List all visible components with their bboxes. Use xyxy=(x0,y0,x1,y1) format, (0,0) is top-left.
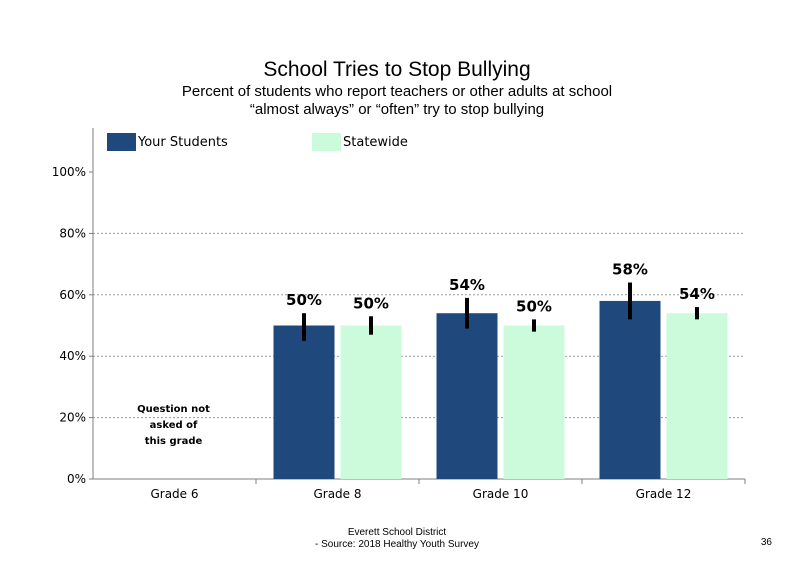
data-label: 58% xyxy=(612,261,648,279)
annotation-line: asked of xyxy=(150,420,198,431)
data-label: 54% xyxy=(449,276,485,294)
bar-your-students xyxy=(436,313,498,479)
y-tick-label: 60% xyxy=(59,288,86,302)
footer-source: - Source: 2018 Healthy Youth Survey xyxy=(315,539,479,550)
legend-swatch-your-students xyxy=(107,133,136,151)
footer-district: Everett School District xyxy=(347,527,447,538)
bar-your-students xyxy=(273,325,335,479)
chart-subtitle-line2: “almost always” or “often” try to stop b… xyxy=(249,101,545,118)
page-number: 36 xyxy=(760,537,772,548)
data-label: 50% xyxy=(516,297,552,315)
x-tick-label: Grade 10 xyxy=(473,487,529,501)
x-tick-label: Grade 12 xyxy=(636,487,692,501)
x-tick-label: Grade 8 xyxy=(313,487,361,501)
y-tick-label: 100% xyxy=(52,165,86,179)
bar-statewide xyxy=(340,325,402,479)
legend-item-your-students: Your Students xyxy=(107,133,228,151)
chart-title: School Tries to Stop Bullying xyxy=(263,58,531,81)
data-label: 54% xyxy=(679,285,715,303)
data-label: 50% xyxy=(353,294,389,312)
legend-swatch-statewide xyxy=(312,133,341,151)
bar-your-students xyxy=(599,300,661,479)
y-tick-label: 80% xyxy=(59,226,86,240)
annotation-line: Question not xyxy=(137,404,210,415)
x-tick-label: Grade 6 xyxy=(150,487,198,501)
y-tick-label: 0% xyxy=(67,472,86,486)
bar-statewide xyxy=(503,325,565,479)
y-tick-label: 40% xyxy=(59,349,86,363)
legend-label-statewide: Statewide xyxy=(343,134,408,150)
data-label: 50% xyxy=(286,291,322,309)
annotation-line: this grade xyxy=(145,436,203,447)
y-tick-label: 20% xyxy=(59,411,86,425)
bar-statewide xyxy=(666,313,728,479)
chart-subtitle-line1: Percent of students who report teachers … xyxy=(181,83,613,100)
legend-label-your-students: Your Students xyxy=(138,134,228,150)
legend-item-statewide: Statewide xyxy=(312,133,408,151)
